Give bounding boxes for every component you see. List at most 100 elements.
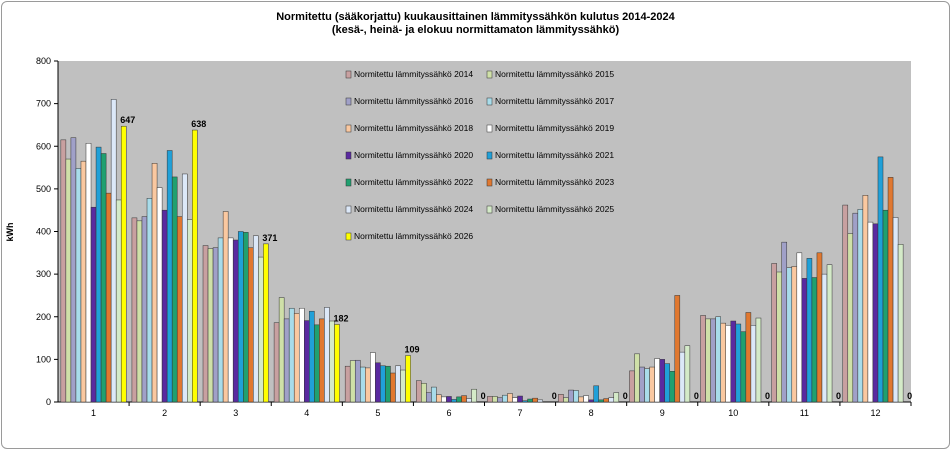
bar: [248, 247, 254, 403]
bar: [298, 307, 305, 403]
bar: [512, 397, 518, 403]
bar: [370, 352, 376, 403]
data-label: 0: [765, 391, 770, 401]
bar: [771, 263, 777, 403]
bar: [887, 177, 894, 403]
legend-entry: Normitettu lämmityssähkö 2022: [354, 177, 473, 187]
bar: [674, 295, 681, 403]
bar: [441, 396, 447, 403]
bar: [278, 297, 285, 403]
legend-entry: Normitettu lämmityssähkö 2025: [495, 204, 614, 214]
bar: [750, 325, 757, 403]
legend-entry: Normitettu lämmityssähkö 2021: [495, 150, 614, 160]
bar: [487, 396, 493, 403]
bar: [791, 266, 798, 403]
legend-entry: Normitettu lämmityssähkö 2026: [354, 231, 473, 241]
y-tick-label: 700: [36, 99, 51, 109]
legend-swatch: [486, 70, 493, 79]
bar: [161, 209, 168, 403]
bar: [857, 209, 864, 403]
bar: [654, 358, 660, 403]
bar: [730, 320, 737, 403]
y-tick-label: 0: [46, 397, 51, 407]
x-tick-label: 12: [870, 408, 880, 418]
bar: [100, 153, 107, 403]
bar: [187, 219, 193, 403]
legend-entry: Normitettu lämmityssähkö 2019: [495, 123, 614, 133]
bar: [897, 244, 904, 403]
data-label: 182: [333, 313, 348, 323]
bar: [227, 237, 234, 403]
bar: [568, 389, 574, 403]
bar: [502, 394, 508, 403]
data-label: 371: [262, 233, 277, 243]
plot-area: [58, 61, 911, 402]
data-label: 109: [405, 345, 420, 355]
bar: [842, 204, 849, 403]
bar: [95, 146, 102, 403]
bar: [583, 395, 589, 403]
bar: [156, 187, 163, 403]
bar: [181, 173, 188, 403]
bar: [745, 312, 752, 403]
bar: [151, 163, 158, 403]
bar: [669, 371, 676, 403]
data-label: 0: [836, 391, 841, 401]
bar: [421, 382, 427, 403]
x-tick-label: 3: [233, 408, 238, 418]
bar: [263, 243, 269, 403]
bar: [821, 273, 828, 403]
legend-swatch: [345, 124, 352, 133]
bar: [659, 359, 665, 403]
y-tick-label: 400: [36, 227, 51, 237]
x-tick-label: 6: [446, 408, 451, 418]
data-label: 0: [694, 391, 699, 401]
data-label: 0: [552, 391, 557, 401]
bar: [314, 324, 320, 403]
bar: [735, 323, 742, 403]
data-label: 0: [907, 391, 912, 401]
bar: [715, 316, 721, 403]
bar: [664, 363, 671, 403]
x-tick-label: 11: [800, 408, 809, 418]
x-tick-label: 10: [728, 408, 738, 418]
bar: [334, 324, 340, 403]
bar: [176, 216, 183, 403]
bar: [892, 217, 899, 403]
bar: [639, 366, 645, 403]
bar: [522, 400, 528, 403]
bar: [507, 393, 513, 403]
bar: [847, 233, 854, 403]
x-tick-label: 4: [304, 408, 309, 418]
bar: [740, 331, 747, 403]
bar: [273, 322, 280, 403]
x-tick-label: 5: [375, 408, 380, 418]
x-tick-label: 1: [91, 408, 96, 418]
bar: [344, 365, 351, 403]
bar: [319, 318, 325, 403]
bar: [146, 198, 153, 403]
bar: [405, 355, 411, 403]
y-tick-label: 200: [36, 312, 51, 322]
bar: [288, 307, 295, 403]
bar: [222, 211, 229, 403]
bar: [212, 247, 219, 403]
bar: [70, 137, 77, 403]
bar: [207, 248, 214, 403]
bar: [426, 392, 432, 403]
bar: [558, 394, 564, 403]
bar: [115, 199, 122, 403]
legend-swatch: [486, 97, 493, 106]
bar: [811, 277, 818, 403]
bar: [283, 318, 290, 403]
bar: [578, 396, 584, 403]
bar: [613, 392, 620, 403]
bar: [400, 369, 406, 403]
bar: [85, 143, 92, 403]
bar: [720, 322, 726, 403]
x-tick-label: 9: [660, 408, 665, 418]
bar: [801, 278, 808, 403]
bar: [304, 320, 310, 403]
bar: [110, 99, 117, 403]
